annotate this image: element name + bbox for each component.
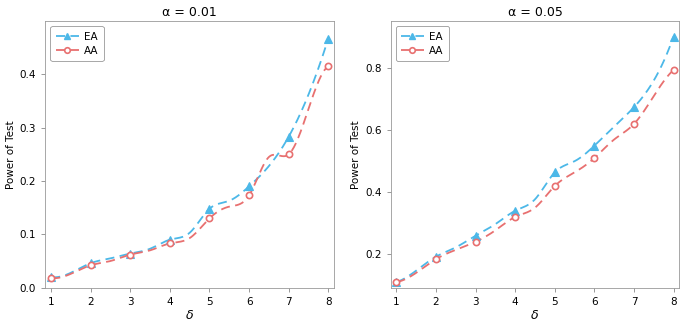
Y-axis label: Power of Test: Power of Test (5, 120, 16, 189)
Legend: EA, AA: EA, AA (396, 26, 449, 61)
Legend: EA, AA: EA, AA (51, 26, 103, 61)
Title: α = 0.05: α = 0.05 (508, 6, 562, 19)
Title: α = 0.01: α = 0.01 (162, 6, 217, 19)
Y-axis label: Power of Test: Power of Test (351, 120, 361, 189)
X-axis label: δ: δ (186, 309, 194, 322)
X-axis label: δ: δ (531, 309, 539, 322)
